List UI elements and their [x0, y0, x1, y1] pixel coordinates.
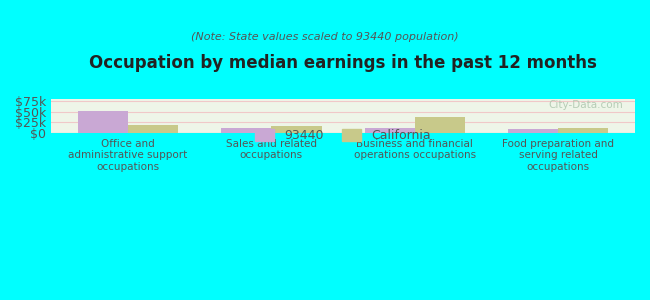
Bar [508, 129, 558, 133]
Bar [365, 128, 415, 133]
Text: (Note: State values scaled to 93440 population): (Note: State values scaled to 93440 popu… [191, 32, 459, 43]
Text: City-Data.com: City-Data.com [549, 100, 623, 110]
Title: Occupation by median earnings in the past 12 months: Occupation by median earnings in the pas… [89, 54, 597, 72]
Bar [271, 126, 322, 133]
Bar [77, 111, 128, 133]
Bar [221, 128, 271, 133]
Bar [128, 124, 178, 133]
Bar [415, 117, 465, 133]
Bar [558, 128, 608, 133]
Legend: 93440, California: 93440, California [250, 124, 436, 147]
